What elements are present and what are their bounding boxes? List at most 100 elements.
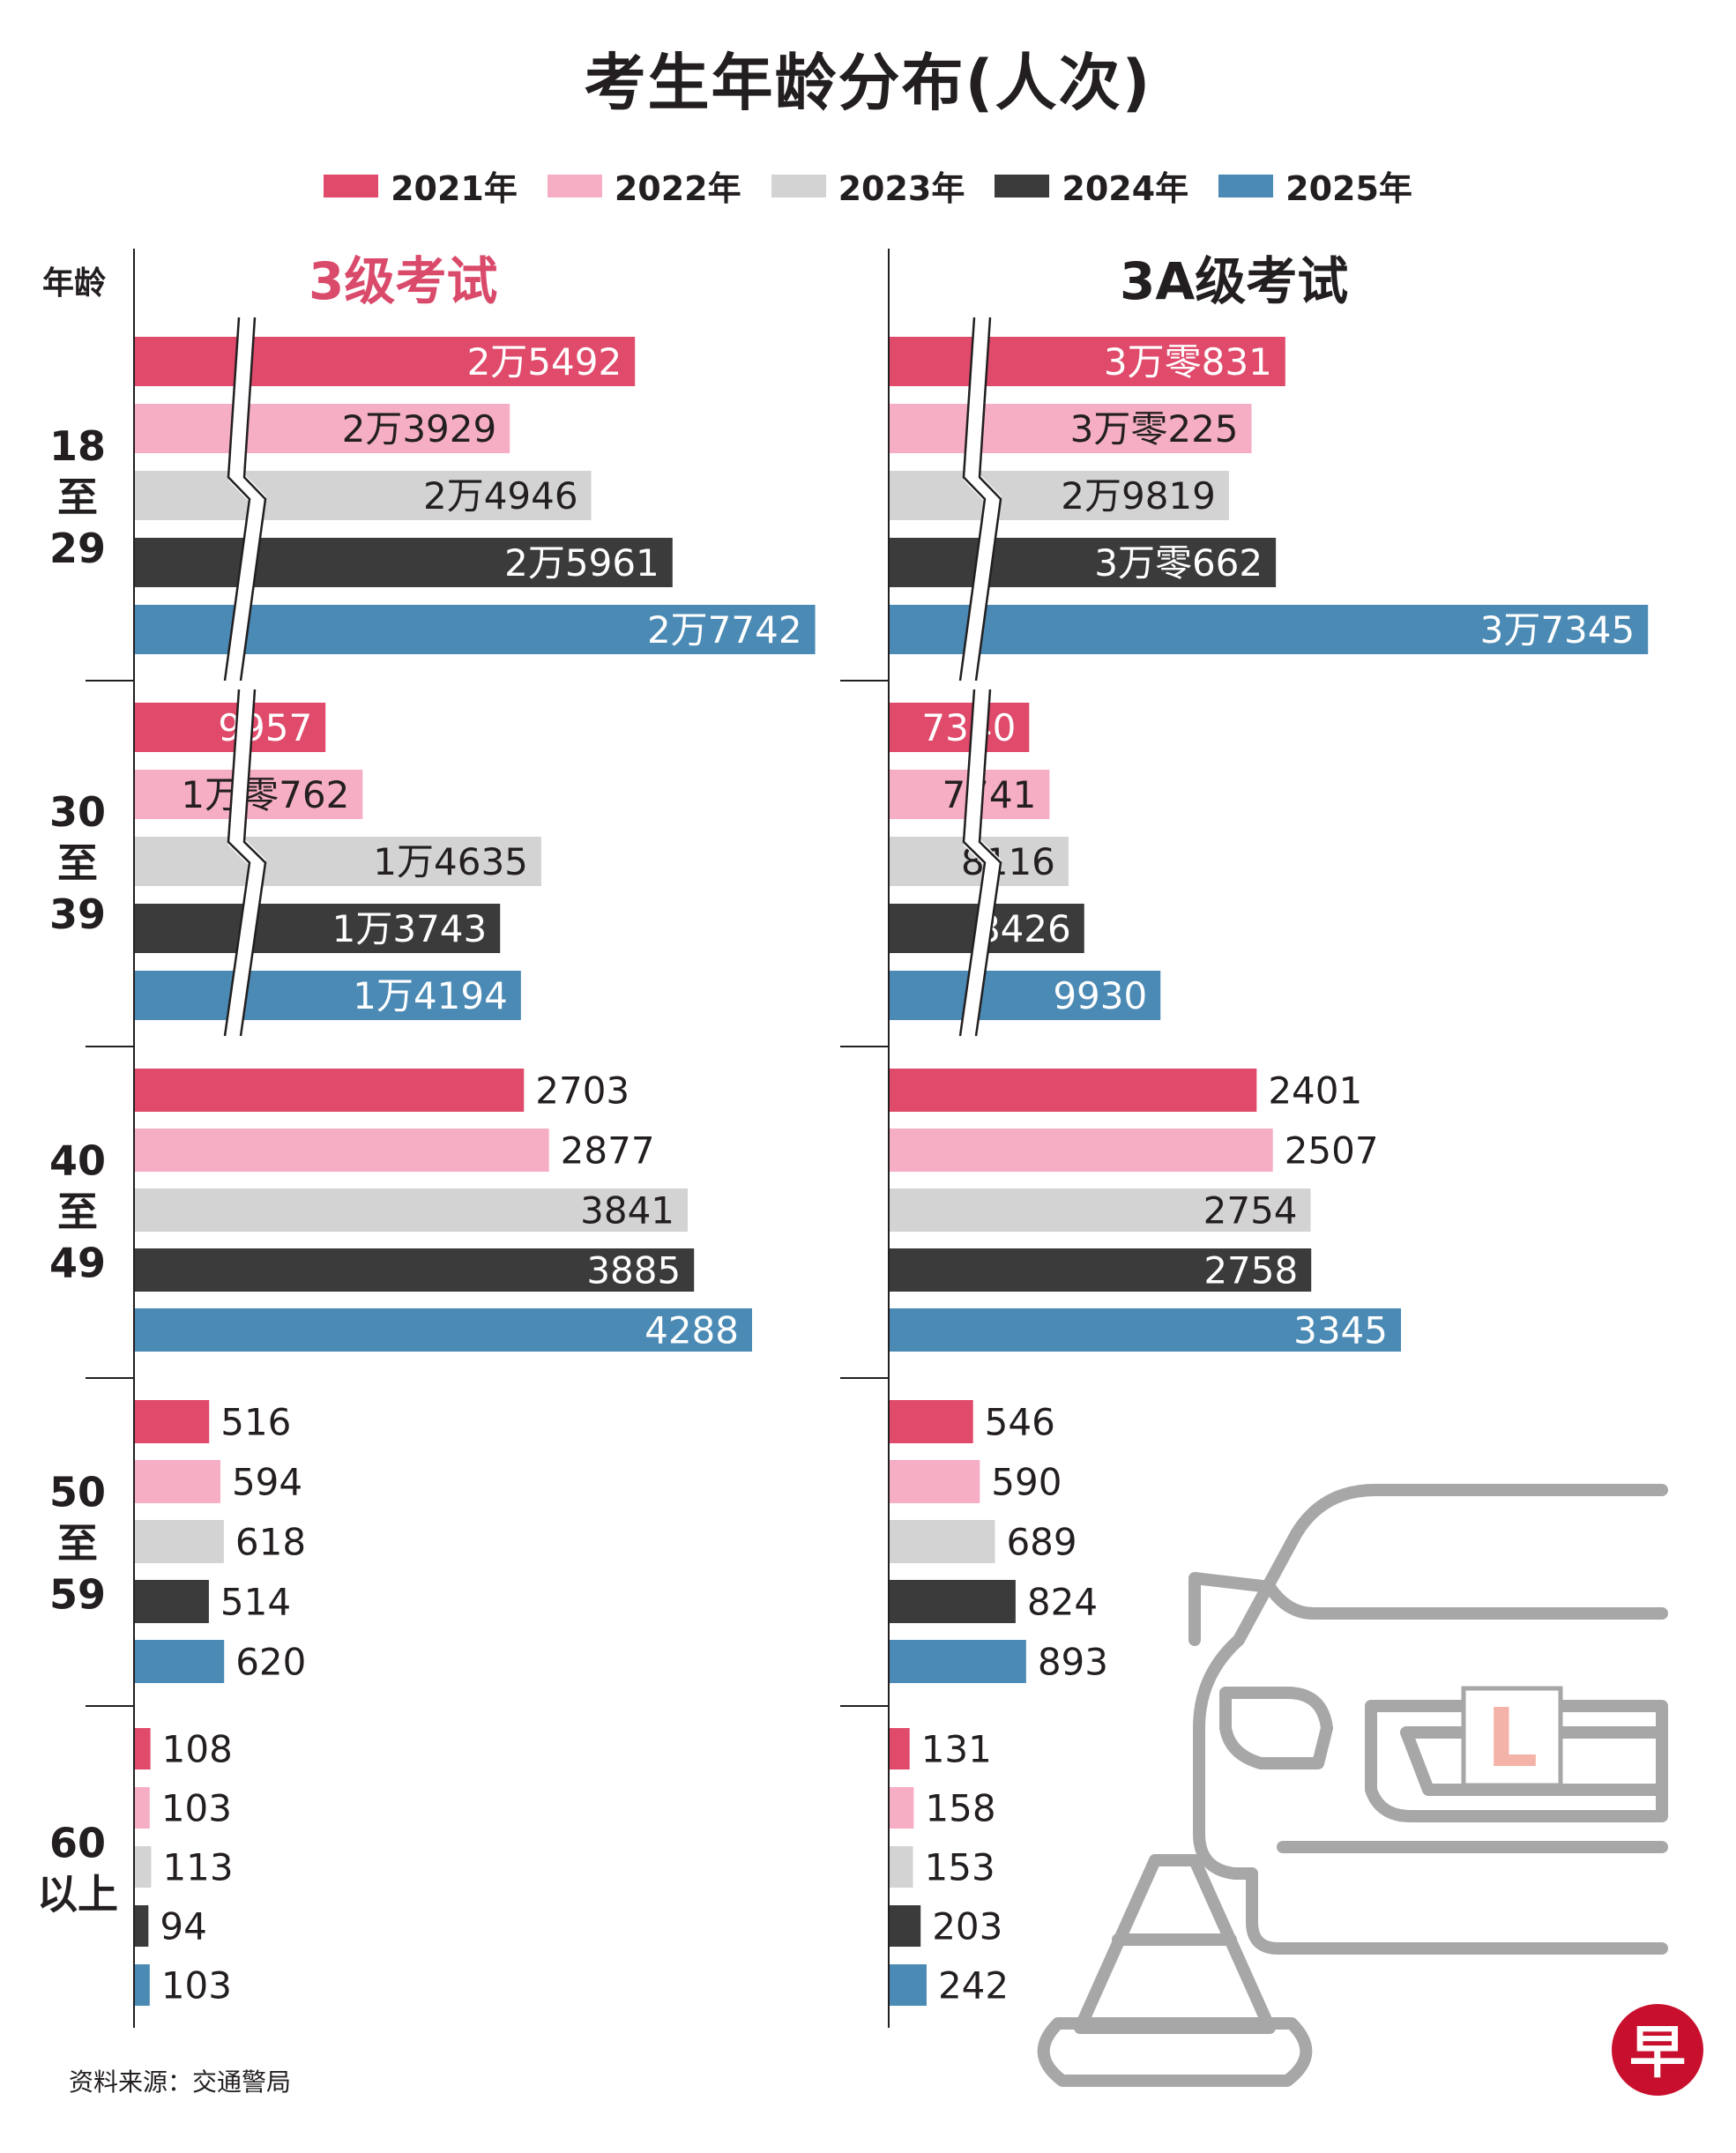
legend-item-2022: 2022年 xyxy=(547,161,741,210)
bar-0-2-2 xyxy=(135,1188,689,1232)
value-label-1-4-3: 203 xyxy=(932,1905,1002,1948)
value-label-1-0-3: 3万零662 xyxy=(1094,541,1263,585)
value-label-0-1-3: 1万3743 xyxy=(332,907,488,950)
category-label-2-0: 40 xyxy=(49,1137,106,1185)
bar-1-3-1 xyxy=(890,1460,980,1503)
publisher-logo-circle xyxy=(1612,2004,1703,2096)
bar-1-2-3 xyxy=(890,1248,1312,1292)
axis-break-1-1 xyxy=(960,689,1002,1038)
bar-0-2-4 xyxy=(135,1308,752,1352)
bar-1-3-3 xyxy=(890,1580,1016,1623)
bar-0-4-4 xyxy=(135,1964,150,2006)
value-label-1-4-1: 158 xyxy=(925,1787,995,1830)
category-label-1-2: 39 xyxy=(49,890,106,938)
value-label-0-2-3: 3885 xyxy=(586,1249,681,1293)
legend-label-2021: 2021年 xyxy=(391,169,518,208)
bar-1-0-4 xyxy=(890,605,1649,654)
value-label-1-3-2: 689 xyxy=(1006,1521,1077,1564)
category-label-4-1: 以上 xyxy=(37,1871,118,1918)
bar-0-0-3 xyxy=(135,538,673,587)
bar-1-0-3 xyxy=(890,538,1277,587)
value-label-0-2-2: 3841 xyxy=(580,1189,674,1233)
bar-1-4-0 xyxy=(890,1728,910,1769)
bar-1-3-0 xyxy=(890,1400,973,1443)
value-label-0-1-0: 9957 xyxy=(218,706,312,749)
value-label-0-2-4: 4288 xyxy=(644,1309,739,1352)
value-label-0-4-4: 103 xyxy=(161,1964,232,2008)
bar-0-2-1 xyxy=(135,1129,549,1172)
publisher-logo-glyph: 早 xyxy=(1629,2021,1686,2086)
bar-1-0-1 xyxy=(890,404,1252,453)
value-label-0-3-4: 620 xyxy=(235,1641,306,1684)
category-label-0-0: 18 xyxy=(49,422,106,470)
value-label-1-0-2: 2万9819 xyxy=(1061,474,1216,518)
axis-break-1-0 xyxy=(960,317,1002,682)
traffic-cone-illustration xyxy=(1037,1854,1313,2087)
legend-item-2023: 2023年 xyxy=(771,161,965,210)
panel-title-level3a: 3A级考试 xyxy=(1120,251,1349,311)
category-label-1-0: 30 xyxy=(49,788,106,836)
legend-swatch-2024 xyxy=(995,174,1050,197)
legend-item-2025: 2025年 xyxy=(1218,161,1412,210)
legend-label-2025: 2025年 xyxy=(1285,169,1412,208)
axis-break-edge-b-0-1 xyxy=(239,689,267,1037)
value-label-1-3-0: 546 xyxy=(985,1401,1055,1444)
value-label-0-0-0: 2万5492 xyxy=(467,340,622,384)
car-body-outline xyxy=(1193,1634,1668,1955)
legend-swatch-2023 xyxy=(771,174,826,197)
bar-1-4-2 xyxy=(890,1846,913,1888)
value-label-0-3-1: 594 xyxy=(232,1461,302,1504)
l-plate-badge xyxy=(1461,1686,1563,1788)
bar-0-4-0 xyxy=(135,1728,151,1769)
category-label-2-1: 至 xyxy=(57,1188,98,1236)
value-label-0-4-2: 113 xyxy=(162,1846,233,1889)
value-label-1-2-1: 2507 xyxy=(1285,1129,1379,1173)
value-label-0-4-1: 103 xyxy=(161,1787,232,1830)
value-label-1-2-4: 3345 xyxy=(1293,1309,1388,1352)
legend-item-2024: 2024年 xyxy=(995,161,1188,210)
bar-1-4-3 xyxy=(890,1905,921,1947)
bar-1-2-4 xyxy=(890,1308,1401,1352)
car-grille-outer xyxy=(1365,1700,1668,1822)
bar-1-1-0 xyxy=(890,703,1030,752)
axis-break-edge-a-1-0 xyxy=(958,317,987,682)
category-label-0-2: 29 xyxy=(49,525,106,572)
axis-break-edge-a-1-1 xyxy=(958,689,987,1037)
bar-1-3-2 xyxy=(890,1520,995,1563)
axis-break-edge-b-0-0 xyxy=(239,317,267,682)
value-label-1-0-0: 3万零831 xyxy=(1104,340,1272,384)
value-label-0-3-2: 618 xyxy=(235,1521,306,1564)
bar-0-4-3 xyxy=(135,1905,149,1947)
panel-title-level3: 3级考试 xyxy=(309,251,498,311)
value-label-1-4-2: 153 xyxy=(925,1846,995,1889)
bar-0-3-2 xyxy=(135,1520,224,1563)
value-label-0-2-0: 2703 xyxy=(535,1069,630,1113)
category-label-0-1: 至 xyxy=(57,473,98,521)
bar-1-3-4 xyxy=(890,1640,1026,1683)
value-label-0-1-2: 1万4635 xyxy=(373,840,528,883)
car-roof-line xyxy=(1233,1484,1668,1646)
car-illustration xyxy=(1188,1484,1668,1955)
axis-break-edge-a-0-1 xyxy=(223,689,251,1037)
bar-1-1-4 xyxy=(890,971,1161,1020)
legend-label-2023: 2023年 xyxy=(838,169,965,208)
bar-0-3-1 xyxy=(135,1460,220,1503)
axis-break-0-1 xyxy=(225,689,266,1038)
bar-0-1-0 xyxy=(135,703,326,752)
value-label-0-0-1: 2万3929 xyxy=(342,407,497,451)
car-windshield-line xyxy=(1188,1572,1668,1646)
legend-swatch-2021 xyxy=(324,174,379,197)
value-label-1-0-1: 3万零225 xyxy=(1070,407,1239,451)
axis-break-edge-a-0-0 xyxy=(223,317,251,682)
value-label-1-1-1: 7741 xyxy=(942,773,1036,816)
car-headlight xyxy=(1219,1687,1333,1769)
bar-0-0-0 xyxy=(135,337,636,386)
bar-1-0-2 xyxy=(890,471,1229,520)
bar-0-0-2 xyxy=(135,471,592,520)
chart-title: 考生年龄分布(人次) xyxy=(584,47,1152,119)
bar-1-2-0 xyxy=(890,1069,1257,1112)
value-label-1-2-0: 2401 xyxy=(1268,1069,1362,1113)
axis-break-edge-b-1-1 xyxy=(974,689,1002,1037)
value-label-1-3-4: 893 xyxy=(1038,1641,1108,1684)
value-label-1-2-2: 2754 xyxy=(1203,1189,1298,1233)
